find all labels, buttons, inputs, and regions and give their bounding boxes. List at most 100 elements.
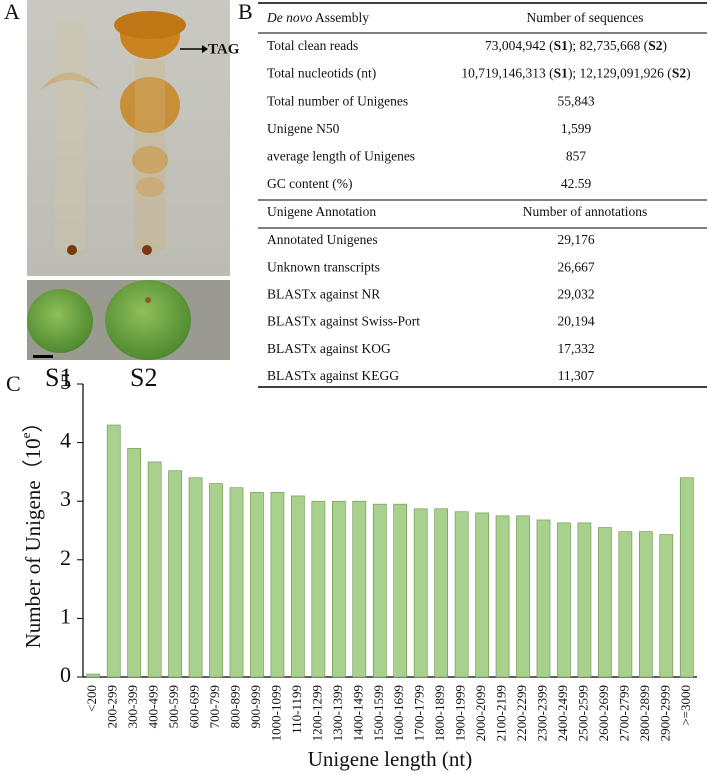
x-tick-label: 2300-2399 bbox=[534, 685, 549, 741]
x-axis-label: Unigene length (nt) bbox=[308, 747, 472, 771]
x-tick-label: 800-899 bbox=[227, 685, 242, 728]
panel-label: A bbox=[4, 0, 20, 24]
bar bbox=[495, 515, 510, 678]
cell-part: S2 bbox=[648, 38, 663, 53]
bar bbox=[638, 531, 653, 678]
bar bbox=[291, 495, 305, 678]
x-tick-label: >=3000 bbox=[678, 685, 693, 726]
cell-part: ) bbox=[662, 38, 667, 53]
table-cell: 55,843 bbox=[557, 93, 594, 108]
table-cell: 11,307 bbox=[558, 368, 595, 383]
bar bbox=[331, 500, 346, 678]
y-tick-label: 0 bbox=[60, 662, 71, 687]
tag-label: TAG bbox=[208, 41, 240, 57]
table-cell: GC content (%) bbox=[267, 176, 352, 191]
y-tick-label: 5 bbox=[60, 369, 71, 394]
bar bbox=[618, 531, 633, 678]
cell-part: Assembly bbox=[312, 10, 369, 25]
table-cell: Total clean reads bbox=[267, 38, 358, 53]
table-cell: 42.59 bbox=[561, 176, 592, 191]
table-cell: Unigene Annotation bbox=[267, 204, 376, 219]
table-cell: 29,176 bbox=[557, 232, 594, 247]
x-tick-label: 500-599 bbox=[166, 685, 181, 728]
bar bbox=[127, 448, 142, 678]
table-cell: 73,004,942 (S1); 82,735,668 (S2) bbox=[485, 38, 667, 53]
y-tick-label: 1 bbox=[60, 603, 71, 628]
bar bbox=[372, 503, 387, 678]
x-tick-label: 110-1199 bbox=[289, 685, 304, 734]
bar bbox=[147, 461, 162, 678]
x-tick-label: 1200-1299 bbox=[309, 685, 324, 741]
x-tick-label: 1800-1899 bbox=[432, 685, 447, 741]
bar bbox=[454, 511, 469, 678]
table-cell: 10,719,146,313 (S1); 12,129,091,926 (S2) bbox=[461, 66, 690, 81]
bar bbox=[536, 519, 551, 678]
table-cell: BLASTx against KOG bbox=[267, 341, 391, 356]
bar bbox=[188, 477, 203, 678]
table-cell: Total number of Unigenes bbox=[267, 93, 408, 108]
y-label-text: Number of Unigene（10 bbox=[21, 438, 45, 648]
x-tick-label: 900-999 bbox=[248, 685, 263, 728]
x-tick-label: 400-499 bbox=[146, 685, 161, 728]
table-cell: Number of sequences bbox=[527, 10, 644, 25]
table-cell: De novo Assembly bbox=[266, 10, 369, 25]
bar bbox=[577, 522, 592, 678]
bar bbox=[679, 477, 694, 678]
cell-part: ); 82,735,668 ( bbox=[568, 38, 649, 53]
table-cell: BLASTx against Swiss-Port bbox=[267, 314, 420, 329]
table-cell: BLASTx against NR bbox=[267, 286, 380, 301]
x-tick-label: 600-699 bbox=[187, 685, 202, 728]
cell-part: 10,719,146,313 ( bbox=[461, 66, 554, 81]
x-tick-label: 2800-2899 bbox=[637, 685, 652, 741]
cell-part: S2 bbox=[672, 66, 687, 81]
x-tick-label: 1600-1699 bbox=[391, 685, 406, 741]
y-label-text: ） bbox=[21, 412, 45, 433]
y-tick-label: 3 bbox=[60, 486, 71, 511]
bar bbox=[516, 515, 530, 678]
bar bbox=[311, 500, 326, 678]
bar bbox=[209, 483, 223, 678]
table-cell: Annotated Unigenes bbox=[267, 232, 378, 247]
bar bbox=[168, 470, 182, 678]
table-cell: 26,667 bbox=[557, 259, 594, 274]
sample-label: S1 bbox=[45, 363, 72, 392]
bar bbox=[352, 500, 367, 678]
table-cell: Number of annotations bbox=[523, 204, 647, 219]
cell-part: ); 12,129,091,926 ( bbox=[568, 66, 672, 81]
x-tick-label: 2100-2199 bbox=[494, 685, 509, 741]
chart: 0 1 2 3 4 5 <200 200-299 300-399 400-499 500-599 60… bbox=[18, 369, 697, 771]
x-tick-label: 2400-2499 bbox=[555, 685, 570, 741]
y-tick-label: 2 bbox=[60, 545, 71, 570]
bar bbox=[475, 512, 489, 678]
cell-part: 73,004,942 ( bbox=[485, 38, 554, 53]
panel-label: C bbox=[6, 371, 21, 396]
panel-label: B bbox=[238, 0, 253, 24]
x-tick-label: 700-799 bbox=[207, 685, 222, 728]
x-tick-label: 2000-2099 bbox=[473, 685, 488, 741]
cell-part: De novo bbox=[266, 10, 313, 25]
table-cell: 29,032 bbox=[557, 286, 594, 301]
table-cell: 1,599 bbox=[561, 121, 592, 136]
table-cell: BLASTx against KEGG bbox=[267, 368, 399, 383]
x-tick-label: 1300-1399 bbox=[330, 685, 345, 741]
table-cell: Total nucleotids (nt) bbox=[267, 66, 376, 81]
bar bbox=[393, 503, 408, 678]
x-tick-label: 2700-2799 bbox=[616, 685, 631, 741]
x-tick-label: 200-299 bbox=[105, 685, 120, 728]
x-tick-label: 300-399 bbox=[125, 685, 140, 728]
x-tick-label: 2900-2999 bbox=[657, 685, 672, 741]
bar bbox=[413, 508, 428, 678]
table-cell: 20,194 bbox=[557, 314, 594, 329]
bar bbox=[250, 492, 264, 678]
x-tick-label: 1700-1799 bbox=[412, 685, 427, 741]
bar bbox=[434, 508, 449, 678]
x-tick-label: 1000-1099 bbox=[268, 685, 283, 741]
bar bbox=[659, 534, 674, 678]
table-cell: Unknown transcripts bbox=[267, 259, 380, 274]
cell-part: S1 bbox=[554, 38, 569, 53]
x-tick-label: <200 bbox=[84, 685, 99, 712]
y-tick-label: 4 bbox=[60, 428, 71, 453]
bar bbox=[106, 424, 121, 678]
bar bbox=[270, 492, 285, 678]
